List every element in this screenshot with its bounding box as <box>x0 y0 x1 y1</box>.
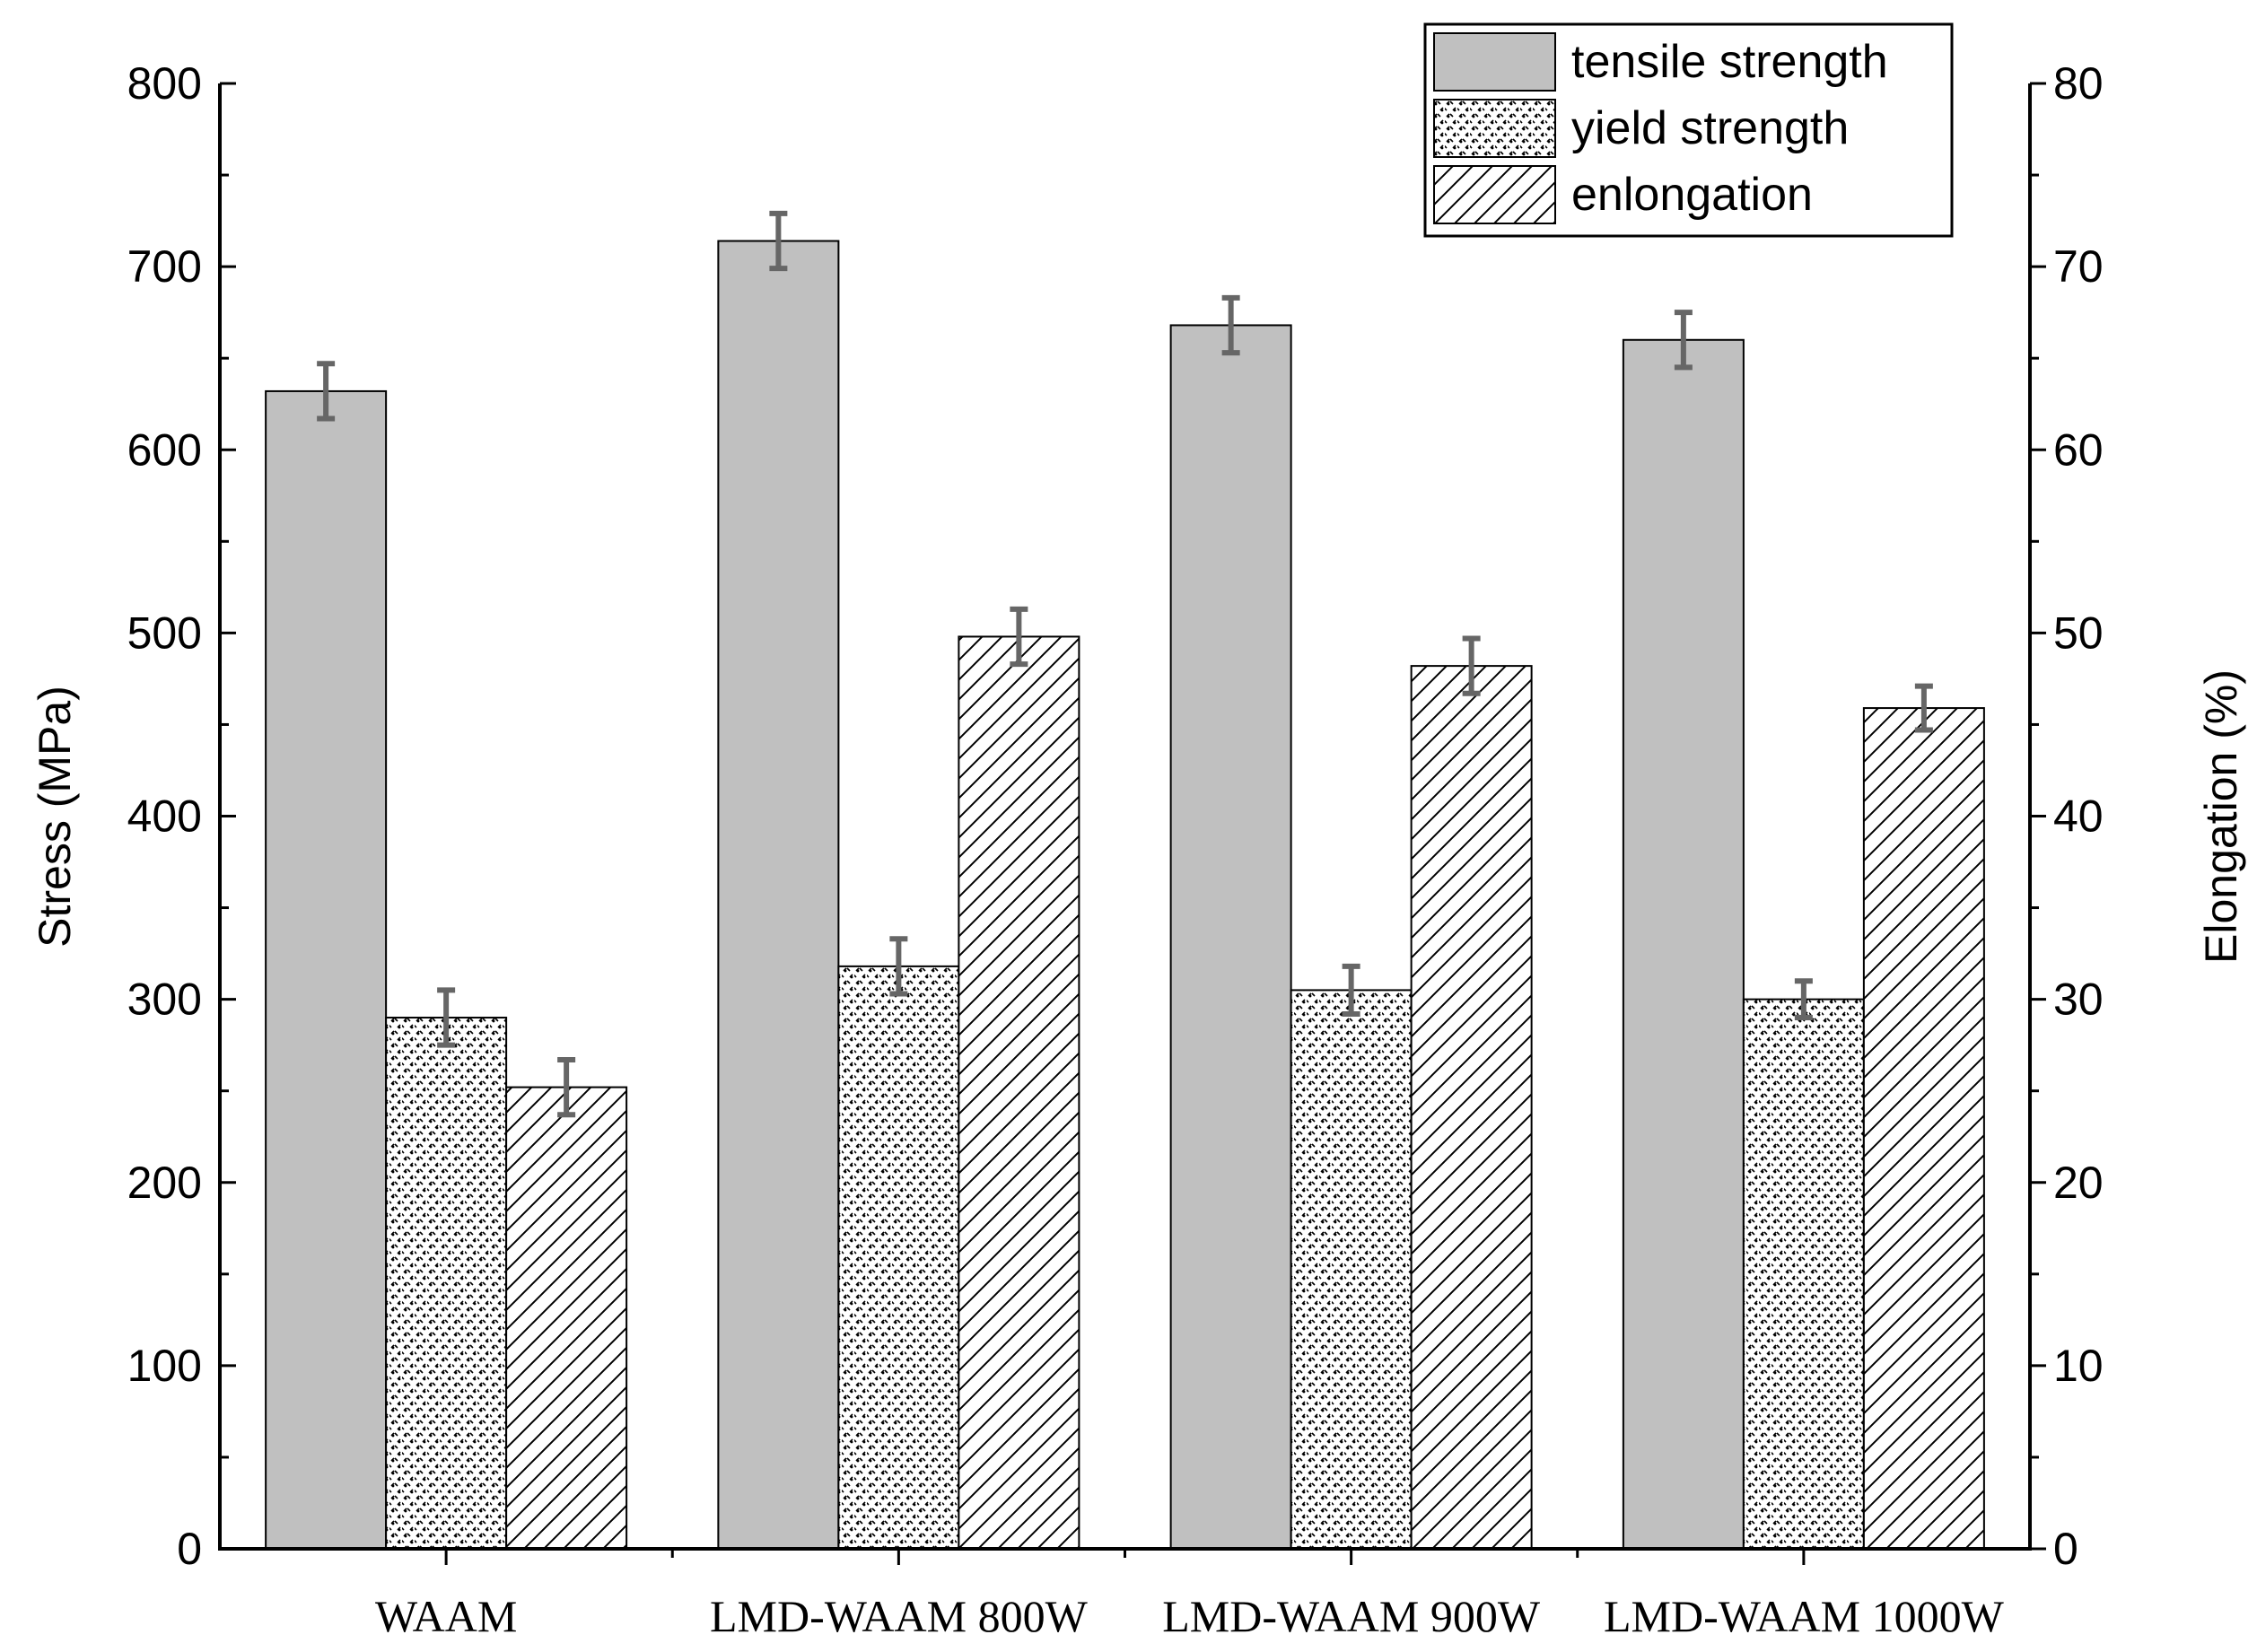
bar-tensile-4 <box>1622 338 1745 1550</box>
right-tick-label: 70 <box>2053 241 2104 292</box>
y-axis-right-title: Elongation (%) <box>2196 669 2246 964</box>
bar-elongation-3 <box>1410 665 1533 1550</box>
x-category-label: LMD-WAAM 900W <box>1162 1591 1541 1641</box>
left-tick-label: 400 <box>127 791 202 842</box>
error-bar-elongation-1 <box>557 1056 576 1118</box>
right-tick-label: 50 <box>2053 607 2104 658</box>
legend-swatch-yield <box>1433 99 1556 158</box>
bar-elongation-2 <box>958 635 1080 1550</box>
left-tick-label: 100 <box>127 1341 202 1391</box>
error-bar-tensile-2 <box>769 210 788 272</box>
bar-yield-3 <box>1290 989 1413 1550</box>
bar-elongation-4 <box>1862 707 1985 1550</box>
bar-tensile-2 <box>717 240 840 1550</box>
bar-yield-1 <box>385 1017 508 1550</box>
left-tick-label: 700 <box>127 241 202 292</box>
right-tick-label: 30 <box>2053 975 2104 1025</box>
error-bar-elongation-3 <box>1462 635 1481 696</box>
legend-swatch-tensile <box>1433 32 1556 92</box>
right-tick-label: 60 <box>2053 424 2104 475</box>
bar-elongation-1 <box>505 1086 628 1550</box>
left-tick-label: 600 <box>127 424 202 475</box>
error-bar-yield-1 <box>437 987 456 1048</box>
right-tick-label: 10 <box>2053 1341 2104 1391</box>
y-axis-title: Stress (MPa) <box>30 686 80 948</box>
bar-yield-2 <box>837 965 960 1550</box>
legend-label-elongation: enlongation <box>1571 169 1813 221</box>
left-tick-label: 0 <box>177 1524 202 1574</box>
right-tick-label: 80 <box>2053 58 2104 109</box>
x-category-label: LMD-WAAM 1000W <box>1604 1591 2005 1641</box>
left-tick-label: 300 <box>127 975 202 1025</box>
left-tick-label: 800 <box>127 58 202 109</box>
error-bar-tensile-4 <box>1674 310 1693 371</box>
error-bar-elongation-2 <box>1010 606 1028 668</box>
bar-tensile-1 <box>265 389 388 1550</box>
x-category-label: WAAM <box>375 1591 517 1641</box>
legend-label-tensile: tensile strength <box>1571 36 1888 88</box>
legend-label-yield: yield strength <box>1571 102 1849 154</box>
left-tick-label: 500 <box>127 607 202 658</box>
bar-tensile-3 <box>1169 324 1292 1551</box>
right-tick-label: 20 <box>2053 1158 2104 1208</box>
error-bar-tensile-1 <box>317 361 336 422</box>
error-bar-elongation-4 <box>1914 683 1933 733</box>
right-tick-label: 0 <box>2053 1524 2078 1574</box>
left-tick-label: 200 <box>127 1158 202 1208</box>
bar-yield-4 <box>1742 998 1865 1550</box>
error-bar-yield-2 <box>889 936 908 997</box>
error-bar-yield-3 <box>1342 963 1360 1017</box>
x-category-label: LMD-WAAM 800W <box>710 1591 1089 1641</box>
error-bar-yield-4 <box>1794 978 1813 1021</box>
right-tick-label: 40 <box>2053 791 2104 842</box>
error-bar-tensile-3 <box>1221 294 1240 356</box>
legend-swatch-elongation <box>1433 165 1556 224</box>
